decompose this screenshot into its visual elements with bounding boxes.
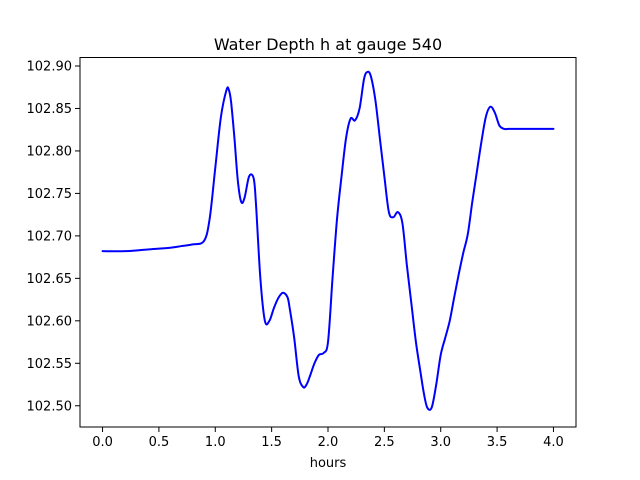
x-tick-label: 0.5 [149,435,170,450]
y-tick-label: 102.55 [27,357,73,372]
x-tick-label: 4.0 [543,435,564,450]
x-tick-label: 2.5 [374,435,395,450]
y-tick-label: 102.60 [27,314,73,329]
y-tick-label: 102.70 [27,229,73,244]
chart-title: Water Depth h at gauge 540 [214,35,442,54]
y-tick-label: 102.75 [27,187,73,202]
y-axis-ticks: 102.50 102.55 102.60 102.65 102.70 102.75 102.… [27,59,80,414]
y-tick-label: 102.85 [27,102,73,117]
water-depth-series-line [101,70,555,411]
x-tick-label: 2.0 [318,435,339,450]
x-tick-label: 1.5 [261,435,282,450]
x-axis-label: hours [310,456,347,471]
y-tick-label: 102.80 [27,144,73,159]
x-tick-label: 3.5 [487,435,508,450]
y-tick-label: 102.50 [27,399,73,414]
y-tick-label: 102.90 [27,59,73,74]
x-axis-ticks: 0.0 0.5 1.0 1.5 2.0 2.5 3.0 3.5 4.0 [92,427,564,450]
x-tick-label: 0.0 [92,435,113,450]
x-tick-label: 3.0 [430,435,451,450]
y-tick-label: 102.65 [27,272,73,287]
x-tick-label: 1.0 [205,435,226,450]
plot-frame [79,57,577,428]
